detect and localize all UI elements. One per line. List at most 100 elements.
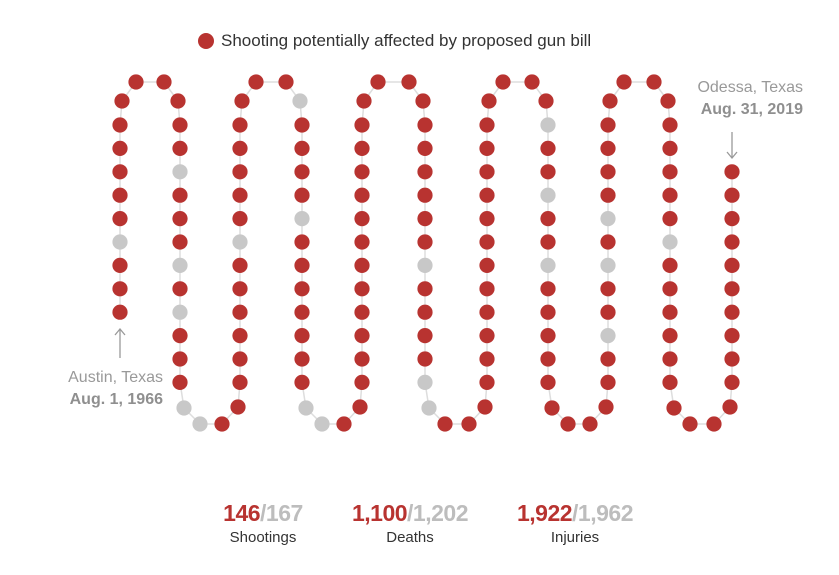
shooting-dot-affected xyxy=(600,304,616,320)
shooting-dot-affected xyxy=(354,351,370,367)
shooting-dot-not-affected xyxy=(172,164,188,180)
shooting-dot-affected xyxy=(232,304,248,320)
shooting-dot-affected xyxy=(112,140,128,156)
shooting-dot-affected xyxy=(662,328,678,344)
stat-injuries: 1,922/1,962 Injuries xyxy=(490,500,660,546)
shooting-dot-affected xyxy=(112,164,128,180)
shooting-dot-affected xyxy=(600,281,616,297)
shooting-dot-affected xyxy=(706,416,722,432)
start-place: Austin, Texas xyxy=(68,369,163,386)
shooting-dot-affected xyxy=(417,328,433,344)
shooting-dot-affected xyxy=(540,281,556,297)
shooting-dot-affected xyxy=(172,187,188,203)
shooting-dot-affected xyxy=(417,187,433,203)
shooting-dot-affected xyxy=(214,416,230,432)
stat-affected: 1,922 xyxy=(516,500,573,526)
shooting-dot-affected xyxy=(540,351,556,367)
stat-affected: 1,100 xyxy=(351,500,408,526)
shooting-dot-affected xyxy=(354,117,370,133)
shooting-dot-not-affected xyxy=(540,187,556,203)
shooting-dot-affected xyxy=(354,257,370,273)
shooting-dot-affected xyxy=(417,164,433,180)
shooting-dot-affected xyxy=(417,234,433,250)
shooting-dot-affected xyxy=(724,187,740,203)
shooting-dot-not-affected xyxy=(298,400,314,416)
shooting-dot-not-affected xyxy=(540,257,556,273)
shooting-dot-affected xyxy=(479,117,495,133)
shooting-dot-affected xyxy=(172,374,188,390)
shooting-dot-affected xyxy=(724,211,740,227)
shooting-dot-affected xyxy=(662,257,678,273)
stat-total: /1,202 xyxy=(407,500,468,526)
shooting-dot-affected xyxy=(540,328,556,344)
stat-affected: 146 xyxy=(223,500,261,526)
shooting-dot-affected xyxy=(600,117,616,133)
shooting-dot-affected xyxy=(294,374,310,390)
start-date: Aug. 1, 1966 xyxy=(69,391,163,408)
shooting-dot-affected xyxy=(232,257,248,273)
shooting-dot-affected xyxy=(540,304,556,320)
shooting-dot-affected xyxy=(724,304,740,320)
shooting-dot-affected xyxy=(417,281,433,297)
shooting-dot-affected xyxy=(172,351,188,367)
stat-shootings: 146/167 Shootings xyxy=(178,500,348,546)
shooting-dot-affected xyxy=(602,93,618,109)
shooting-dot-affected xyxy=(666,400,682,416)
shooting-dot-affected xyxy=(540,374,556,390)
shooting-dot-affected xyxy=(540,234,556,250)
shooting-dot-not-affected xyxy=(600,211,616,227)
shooting-dot-affected xyxy=(248,74,264,90)
shooting-dot-affected xyxy=(662,304,678,320)
shooting-dot-affected xyxy=(294,328,310,344)
shooting-dot-affected xyxy=(294,187,310,203)
shooting-dot-affected xyxy=(294,304,310,320)
shooting-dot-affected xyxy=(600,187,616,203)
shooting-dot-affected xyxy=(415,93,431,109)
shooting-dot-not-affected xyxy=(421,400,437,416)
shooting-dot-affected xyxy=(724,234,740,250)
legend-red-dot-icon xyxy=(198,33,214,49)
shooting-dot-affected xyxy=(354,304,370,320)
shooting-dot-affected xyxy=(544,400,560,416)
shooting-dot-affected xyxy=(354,164,370,180)
shooting-dot-not-affected xyxy=(176,400,192,416)
shooting-dot-affected xyxy=(540,211,556,227)
shooting-dot-affected xyxy=(112,304,128,320)
shooting-dot-affected xyxy=(232,164,248,180)
shooting-dot-affected xyxy=(112,257,128,273)
shooting-dot-affected xyxy=(598,399,614,415)
shooting-dot-not-affected xyxy=(540,117,556,133)
shooting-dot-affected xyxy=(172,211,188,227)
shooting-dot-affected xyxy=(232,211,248,227)
shooting-dot-affected xyxy=(417,117,433,133)
shooting-dot-affected xyxy=(172,281,188,297)
shooting-dot-affected xyxy=(294,351,310,367)
shooting-dot-affected xyxy=(481,93,497,109)
shooting-dot-affected xyxy=(495,74,511,90)
shooting-dot-affected xyxy=(477,399,493,415)
shooting-dot-affected xyxy=(417,211,433,227)
shooting-dot-affected xyxy=(616,74,632,90)
shooting-dot-affected xyxy=(417,140,433,156)
shooting-dot-affected xyxy=(479,164,495,180)
shooting-dot-affected xyxy=(294,164,310,180)
start-arrow-up-icon xyxy=(114,327,126,358)
shooting-dot-not-affected xyxy=(192,416,208,432)
shooting-dot-affected xyxy=(294,140,310,156)
shooting-dot-affected xyxy=(600,351,616,367)
shooting-dot-affected xyxy=(356,93,372,109)
shooting-dot-affected xyxy=(354,374,370,390)
shooting-dot-affected xyxy=(172,328,188,344)
shooting-dot-affected xyxy=(354,234,370,250)
shooting-dot-affected xyxy=(582,416,598,432)
shooting-dot-affected xyxy=(156,74,172,90)
shooting-dot-affected xyxy=(662,374,678,390)
shooting-dot-affected xyxy=(128,74,144,90)
shooting-dot-affected xyxy=(112,187,128,203)
shooting-dot-affected xyxy=(232,117,248,133)
shooting-dot-affected xyxy=(538,93,554,109)
stat-deaths: 1,100/1,202 Deaths xyxy=(325,500,495,546)
shooting-dot-affected xyxy=(724,257,740,273)
start-annotation: Austin, Texas Aug. 1, 1966 xyxy=(68,367,163,411)
